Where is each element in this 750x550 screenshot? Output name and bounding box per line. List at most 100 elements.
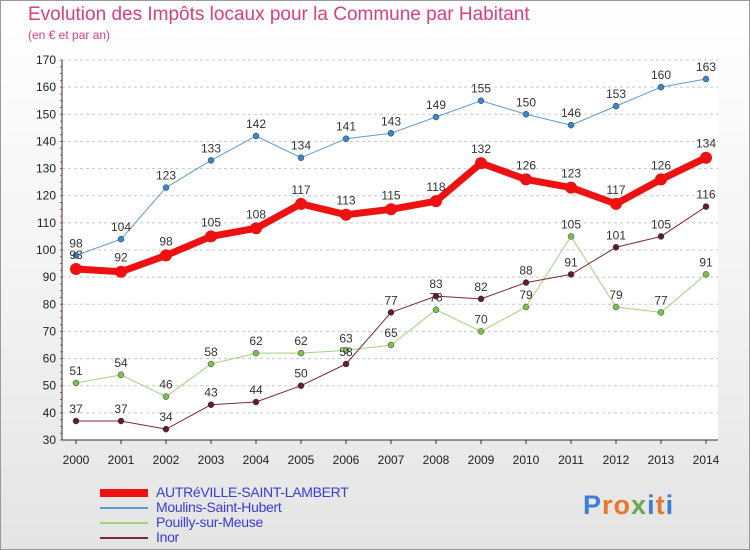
legend-label: Inor	[156, 529, 179, 545]
data-label-inor: 101	[606, 228, 626, 242]
data-point-pouilly-sur-meuse	[72, 379, 80, 387]
data-point-inor	[522, 279, 530, 286]
data-point-moulins-saint-hubert	[72, 252, 80, 259]
x-tick-label: 2004	[243, 453, 270, 467]
legend-swatch	[100, 522, 148, 524]
data-label-autr-ville-saint-lambert: 118	[426, 180, 445, 194]
data-label-autr-ville-saint-lambert: 126	[516, 158, 536, 172]
data-point-pouilly-sur-meuse	[342, 347, 350, 354]
data-point-moulins-saint-hubert	[702, 75, 710, 83]
data-point-inor	[342, 360, 350, 368]
data-label-autr-ville-saint-lambert: 98	[159, 234, 173, 248]
data-label-pouilly-sur-meuse: 46	[159, 378, 173, 392]
data-label-autr-ville-saint-lambert: 117	[606, 183, 625, 197]
data-label-moulins-saint-hubert: 143	[381, 114, 401, 128]
legend-swatch	[100, 537, 148, 539]
logo-letter: i	[665, 490, 675, 520]
data-point-moulins-saint-hubert	[162, 184, 170, 191]
data-point-pouilly-sur-meuse	[117, 371, 125, 379]
y-tick-label: 50	[43, 379, 57, 393]
data-label-inor: 116	[696, 188, 715, 202]
x-tick-label: 2008	[423, 453, 450, 467]
data-point-autr-ville-saint-lambert	[250, 222, 262, 235]
x-tick-label: 2001	[108, 453, 135, 467]
logo-letter: i	[647, 490, 656, 520]
data-point-autr-ville-saint-lambert	[565, 181, 577, 194]
data-label-autr-ville-saint-lambert: 132	[471, 142, 491, 156]
data-point-inor	[162, 425, 170, 433]
data-point-pouilly-sur-meuse	[387, 341, 395, 349]
y-tick-label: 30	[43, 433, 57, 447]
data-label-inor: 37	[114, 402, 128, 416]
x-tick-label: 2010	[513, 453, 540, 467]
x-tick-label: 2014	[693, 453, 720, 467]
x-tick-label: 2003	[198, 453, 225, 467]
data-point-inor	[387, 309, 395, 316]
data-point-inor	[117, 417, 125, 425]
legend-label: AUTRéVILLE-SAINT-LAMBERT	[156, 484, 349, 500]
x-tick-label: 2006	[333, 453, 360, 467]
legend-swatch	[100, 489, 148, 497]
data-point-inor	[477, 295, 485, 303]
data-label-moulins-saint-hubert: 155	[471, 82, 491, 96]
y-tick-label: 140	[36, 134, 56, 148]
data-label-inor: 58	[339, 345, 353, 359]
data-label-inor: 83	[429, 277, 443, 291]
line-chart: 30 40 50 60 70 80 90 100 110 120 130 140 150 160 170 20…	[36, 53, 720, 467]
logo-letter: P	[583, 490, 603, 520]
data-label-pouilly-sur-meuse: 105	[561, 217, 581, 231]
data-point-autr-ville-saint-lambert	[160, 249, 172, 262]
y-tick-label: 160	[36, 80, 56, 94]
data-point-pouilly-sur-meuse	[432, 306, 440, 313]
data-label-autr-ville-saint-lambert: 126	[651, 158, 671, 172]
chart-title: Evolution des Impôts locaux pour la Comm…	[28, 4, 530, 25]
data-label-moulins-saint-hubert: 163	[696, 60, 716, 74]
data-label-inor: 34	[159, 410, 173, 424]
legend-swatch	[100, 507, 148, 509]
data-point-autr-ville-saint-lambert	[520, 173, 532, 186]
data-point-autr-ville-saint-lambert	[385, 203, 397, 216]
data-point-inor	[567, 271, 575, 278]
data-label-pouilly-sur-meuse: 58	[204, 345, 218, 359]
data-label-moulins-saint-hubert: 104	[111, 220, 131, 234]
y-tick-label: 60	[43, 352, 57, 366]
legend-label: Pouilly-sur-Meuse	[156, 514, 263, 530]
data-label-pouilly-sur-meuse: 54	[114, 356, 128, 370]
data-label-autr-ville-saint-lambert: 93	[69, 248, 83, 262]
data-label-inor: 77	[384, 293, 398, 307]
data-label-pouilly-sur-meuse: 63	[339, 331, 353, 345]
data-point-autr-ville-saint-lambert	[430, 195, 442, 208]
data-label-autr-ville-saint-lambert: 134	[696, 137, 716, 151]
data-label-inor: 44	[249, 383, 263, 397]
data-point-autr-ville-saint-lambert	[340, 208, 352, 221]
y-tick-label: 40	[43, 406, 57, 420]
data-point-moulins-saint-hubert	[387, 130, 395, 137]
data-point-moulins-saint-hubert	[432, 113, 440, 121]
data-label-inor: 43	[204, 386, 218, 400]
logo-letter: r	[602, 490, 614, 520]
y-tick-label: 110	[37, 216, 56, 230]
logo-letter: o	[613, 490, 632, 520]
data-point-autr-ville-saint-lambert	[610, 197, 622, 210]
data-label-autr-ville-saint-lambert: 113	[336, 194, 355, 208]
data-label-autr-ville-saint-lambert: 92	[114, 251, 128, 265]
x-tick-label: 2012	[603, 453, 630, 467]
data-point-autr-ville-saint-lambert	[700, 151, 712, 164]
legend-label: Moulins-Saint-Hubert	[156, 499, 282, 515]
data-point-moulins-saint-hubert	[522, 111, 530, 118]
data-point-autr-ville-saint-lambert	[70, 263, 82, 275]
data-label-pouilly-sur-meuse: 79	[609, 288, 623, 302]
x-tick-label: 2011	[558, 453, 584, 467]
data-point-moulins-saint-hubert	[657, 83, 665, 91]
data-label-moulins-saint-hubert: 133	[201, 141, 221, 155]
data-point-autr-ville-saint-lambert	[655, 173, 667, 186]
data-label-moulins-saint-hubert: 98	[69, 236, 83, 250]
x-tick-label: 2009	[468, 453, 495, 467]
data-label-moulins-saint-hubert: 123	[156, 169, 176, 183]
x-tick-label: 2013	[648, 453, 675, 467]
data-label-inor: 91	[564, 255, 578, 269]
data-label-inor: 37	[69, 402, 83, 416]
y-tick-label: 170	[36, 53, 56, 67]
y-tick-label: 70	[43, 324, 57, 338]
data-label-pouilly-sur-meuse: 77	[654, 293, 668, 307]
